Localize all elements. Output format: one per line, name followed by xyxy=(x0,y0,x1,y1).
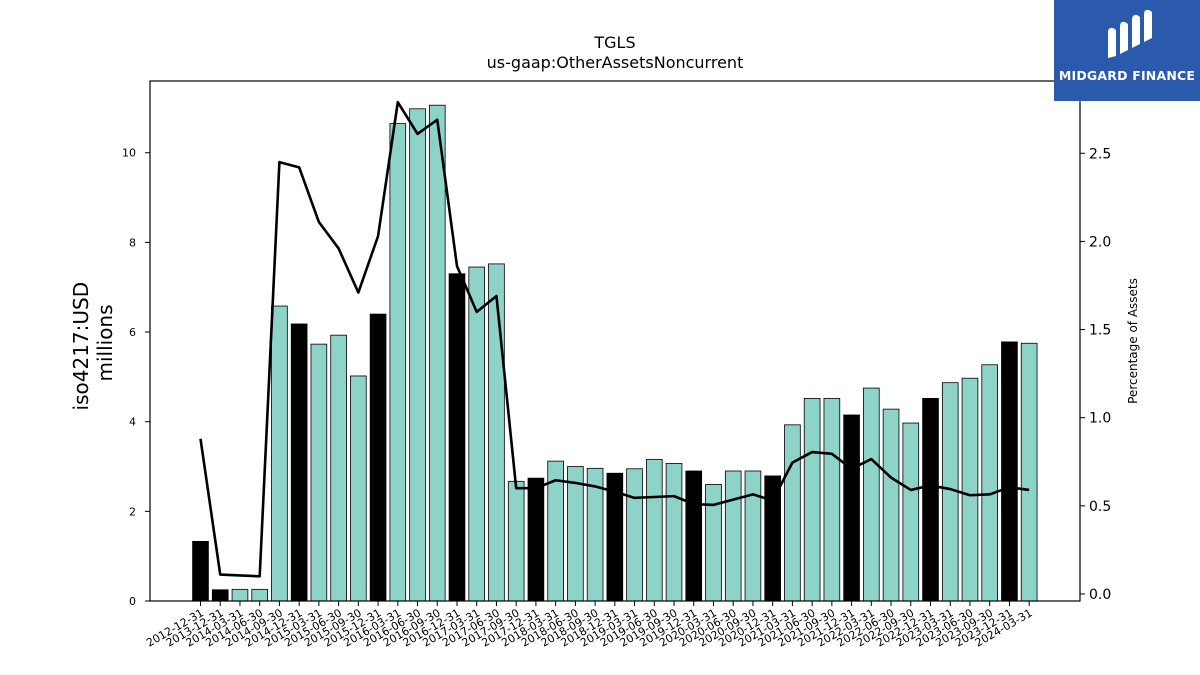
bar-2019-12-31 xyxy=(685,470,703,602)
y2-tick-label: 0.0 xyxy=(1089,587,1111,603)
bars xyxy=(192,104,1038,602)
bar-2023-09-30 xyxy=(981,364,998,602)
bar-2013-12-31 xyxy=(211,589,229,602)
bar-2021-03-31 xyxy=(784,424,801,602)
y-tick-label: 0 xyxy=(129,595,136,608)
bar-2022-06-30 xyxy=(882,408,900,602)
y2-tick-label: 1.5 xyxy=(1089,323,1111,339)
bar-2022-09-30 xyxy=(902,422,920,602)
bar-2016-12-31 xyxy=(448,273,466,602)
bar-2016-06-30 xyxy=(409,108,426,602)
bar-2021-12-31 xyxy=(843,414,860,602)
bar-2019-06-30 xyxy=(645,458,663,602)
bar-2015-12-31 xyxy=(369,313,387,602)
y-axis-label: iso4217:USD millions xyxy=(69,276,117,411)
bar-2015-03-31 xyxy=(310,343,328,602)
percentage-line xyxy=(199,100,1030,578)
bar-2020-09-30 xyxy=(744,470,762,602)
bar-2012-12-31 xyxy=(192,540,209,602)
bar-2016-09-30 xyxy=(428,104,446,602)
left-axis-ticks: 0 2 4 6 8 10 xyxy=(122,147,150,608)
bar-2020-12-31 xyxy=(764,475,781,602)
bar-2014-03-31 xyxy=(231,588,249,602)
bar-2024-03-31 xyxy=(1020,342,1038,602)
bar-2023-06-30 xyxy=(961,377,979,602)
bar-2016-03-31 xyxy=(389,123,407,602)
bar-2020-03-31 xyxy=(705,484,722,602)
chart-title: TGLS xyxy=(593,33,635,52)
bar-2014-06-30 xyxy=(251,588,268,602)
y2-tick-label: 0.5 xyxy=(1089,499,1111,515)
bar-2019-03-31 xyxy=(626,468,643,602)
brand-name: MIDGARD FINANCE xyxy=(1058,68,1196,83)
bar-2017-03-31 xyxy=(468,266,486,602)
bar-2014-12-31 xyxy=(290,323,308,602)
bar-2022-12-31 xyxy=(922,397,939,602)
bar-2017-06-30 xyxy=(488,263,505,602)
bar-2017-09-30 xyxy=(507,480,525,602)
y-tick-label: 8 xyxy=(129,236,136,249)
bar-2015-09-30 xyxy=(350,375,367,602)
chart-subtitle: us-gaap:OtherAssetsNoncurrent xyxy=(487,53,744,72)
bar-2014-09-30 xyxy=(271,305,288,602)
y2-tick-label: 2.5 xyxy=(1089,146,1111,162)
bar-2019-09-30 xyxy=(665,462,683,602)
bar-2023-12-31 xyxy=(1001,341,1018,602)
bar-2021-06-30 xyxy=(803,397,821,602)
right-axis-ticks: 0.0 0.5 1.0 1.5 2.0 2.5 xyxy=(1080,146,1111,603)
x-axis-ticks: 2012-12-312013-12-312014-03-312014-06-30… xyxy=(144,601,1035,650)
bar-2021-09-30 xyxy=(823,397,841,602)
brand-logo: MIDGARD FINANCE xyxy=(1054,0,1200,101)
bar-2022-03-31 xyxy=(863,387,880,602)
y-tick-label: 10 xyxy=(122,147,136,160)
y2-tick-label: 2.0 xyxy=(1089,234,1111,250)
bar-2020-06-30 xyxy=(724,470,742,602)
y-tick-label: 2 xyxy=(129,505,136,518)
y2-axis-label: Percentage of Assets xyxy=(1126,278,1140,404)
y-tick-label: 4 xyxy=(129,416,136,429)
midgard-mark-icon xyxy=(1108,9,1152,58)
bar-2017-12-31 xyxy=(527,477,545,602)
bar-2018-06-30 xyxy=(567,466,584,602)
y2-tick-label: 1.0 xyxy=(1089,411,1111,427)
bar-2015-06-30 xyxy=(330,334,347,602)
y-tick-label: 6 xyxy=(129,326,136,339)
